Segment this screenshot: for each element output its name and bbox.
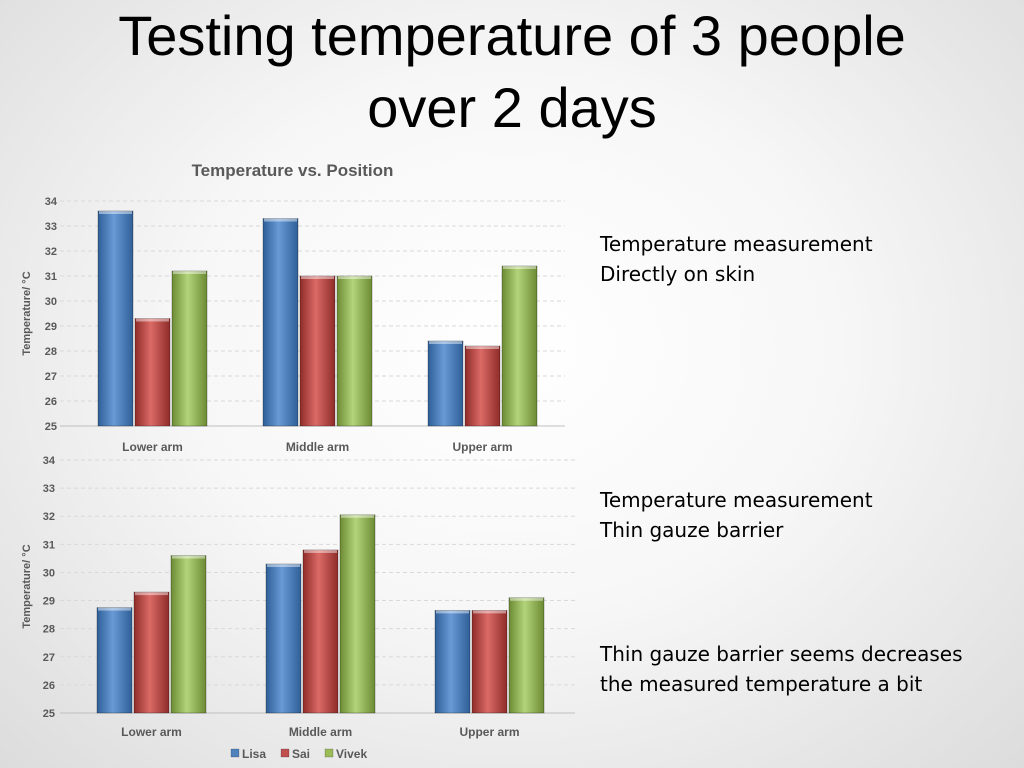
bar-lisa-lower-arm bbox=[96, 607, 133, 714]
legend-swatch-vivek bbox=[324, 748, 334, 758]
y-tick-label: 29 bbox=[45, 321, 57, 333]
y-tick-label: 32 bbox=[43, 511, 55, 523]
bar-lisa-middle-arm bbox=[265, 563, 302, 714]
slide-title-line-1: Testing temperature of 3 people bbox=[118, 4, 906, 67]
bar-lisa-upper-arm bbox=[427, 340, 464, 427]
bar-sai-upper-arm bbox=[471, 609, 508, 714]
bar-sai-middle-arm bbox=[299, 275, 336, 427]
y-tick-label: 27 bbox=[43, 652, 55, 664]
category-label: Upper arm bbox=[459, 725, 519, 739]
bar-sai-middle-arm-cap bbox=[301, 276, 334, 279]
y-tick-label: 25 bbox=[45, 421, 57, 433]
y-tick-label: 26 bbox=[45, 396, 57, 408]
y-tick-label: 31 bbox=[43, 539, 55, 551]
bar-lisa-middle-arm-cap bbox=[264, 218, 297, 222]
y-tick-label: 27 bbox=[45, 371, 57, 383]
y-tick-label: 34 bbox=[45, 196, 58, 208]
bar-vivek-middle-arm-cap bbox=[341, 514, 374, 518]
bar-sai-lower-arm bbox=[134, 318, 171, 427]
chart-title: Temperature vs. Position bbox=[192, 161, 394, 180]
category-label: Lower arm bbox=[121, 725, 182, 739]
bar-sai-lower-arm-cap bbox=[136, 318, 169, 322]
bar-lisa-lower-arm-cap bbox=[98, 607, 131, 611]
bar-sai-upper-arm-cap bbox=[473, 610, 506, 614]
note-2-line-1: Temperature measurement bbox=[600, 488, 873, 512]
legend-swatch-sai bbox=[280, 748, 290, 758]
y-tick-label: 30 bbox=[45, 296, 57, 308]
slide-title: Testing temperature of 3 people over 2 d… bbox=[0, 0, 1024, 144]
y-tick-label: 26 bbox=[43, 680, 55, 692]
y-axis-label: Temperature/ °C bbox=[21, 271, 33, 355]
bar-vivek-lower-arm-cap bbox=[172, 555, 205, 559]
bar-sai-lower-arm-cap bbox=[135, 592, 168, 596]
y-tick-label: 33 bbox=[43, 483, 55, 495]
legend-label-vivek: Vivek bbox=[336, 747, 367, 761]
y-tick-label: 28 bbox=[43, 624, 55, 636]
note-direct-skin: Temperature measurement Directly on skin bbox=[600, 229, 873, 289]
y-tick-label: 29 bbox=[43, 596, 55, 608]
y-tick-label: 33 bbox=[45, 221, 57, 233]
chart-1: Temperature vs. Position 25 26 27 28 29 30 31 32… bbox=[21, 161, 565, 454]
chart-2: 25 26 27 28 29 30 31 32 33 34 Temperature/ °C Lower… bbox=[21, 455, 575, 761]
bar-sai-lower-arm bbox=[133, 591, 170, 714]
bar-sai-upper-arm bbox=[464, 345, 501, 427]
bar-lisa-upper-arm bbox=[434, 609, 471, 714]
note-1-line-2: Directly on skin bbox=[600, 262, 756, 286]
bar-lisa-upper-arm-cap bbox=[436, 610, 469, 614]
y-tick-label: 30 bbox=[43, 567, 55, 579]
bar-lisa-middle-arm bbox=[262, 218, 299, 427]
bar-vivek-upper-arm-cap bbox=[510, 597, 543, 601]
y-tick-label: 31 bbox=[45, 271, 57, 283]
bar-vivek-upper-arm bbox=[501, 265, 538, 427]
legend-swatch-lisa bbox=[230, 748, 240, 758]
category-label: Upper arm bbox=[452, 440, 512, 454]
bar-lisa-middle-arm-cap bbox=[267, 564, 300, 568]
bar-vivek-middle-arm bbox=[339, 514, 376, 714]
bar-lisa-upper-arm-cap bbox=[429, 341, 462, 344]
bar-lisa-lower-arm-cap bbox=[99, 211, 132, 214]
legend-label-lisa: Lisa bbox=[242, 747, 266, 761]
note-2-line-2: Thin gauze barrier bbox=[600, 518, 784, 542]
bar-vivek-upper-arm bbox=[508, 597, 545, 714]
note-conclusion: Thin gauze barrier seems decreases the m… bbox=[600, 639, 963, 699]
note-1-line-1: Temperature measurement bbox=[600, 232, 873, 256]
y-axis-label: Temperature/ °C bbox=[21, 544, 33, 628]
bar-vivek-lower-arm bbox=[171, 270, 208, 427]
bar-vivek-lower-arm bbox=[170, 555, 207, 714]
y-tick-label: 34 bbox=[43, 455, 56, 467]
note-gauze-barrier: Temperature measurement Thin gauze barri… bbox=[600, 485, 873, 545]
slide-title-line-2: over 2 days bbox=[367, 76, 657, 139]
bar-sai-middle-arm bbox=[302, 549, 339, 714]
category-label: Lower arm bbox=[122, 440, 183, 454]
category-label: Middle arm bbox=[286, 440, 349, 454]
bar-vivek-middle-arm bbox=[336, 275, 373, 427]
legend: Lisa Sai Vivek bbox=[230, 747, 367, 761]
y-tick-label: 25 bbox=[43, 708, 55, 720]
bar-vivek-upper-arm-cap bbox=[503, 266, 536, 269]
category-label: Middle arm bbox=[289, 725, 352, 739]
legend-label-sai: Sai bbox=[292, 747, 310, 761]
note-3-line-2: the measured temperature a bit bbox=[600, 672, 923, 696]
bar-sai-upper-arm-cap bbox=[466, 346, 499, 349]
bar-lisa-lower-arm bbox=[97, 210, 134, 427]
bar-vivek-lower-arm-cap bbox=[173, 271, 206, 274]
y-tick-label: 32 bbox=[45, 246, 57, 258]
note-3-line-1: Thin gauze barrier seems decreases bbox=[600, 642, 963, 666]
y-tick-label: 28 bbox=[45, 346, 57, 358]
bar-sai-middle-arm-cap bbox=[304, 549, 337, 553]
bar-vivek-middle-arm-cap bbox=[338, 276, 371, 279]
